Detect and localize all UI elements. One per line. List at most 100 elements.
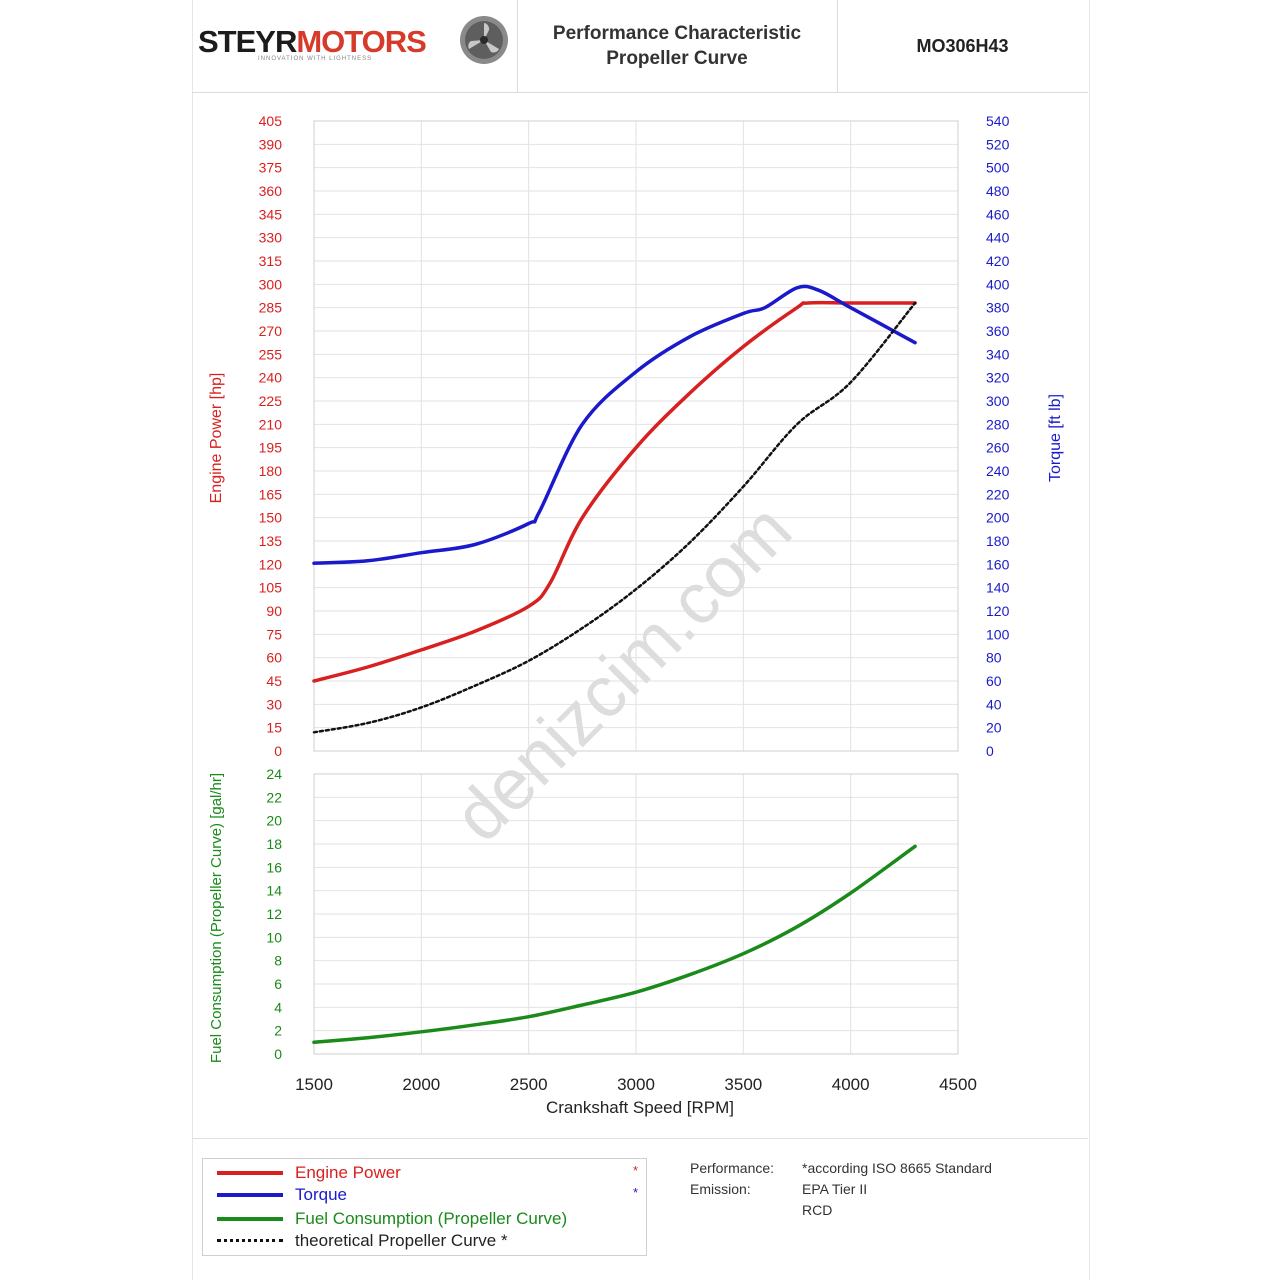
y-tick-label-fuel: 2 bbox=[274, 1023, 282, 1039]
top-plot-frame bbox=[313, 120, 959, 752]
y-tick-label-fuel: 6 bbox=[274, 976, 282, 992]
y-tick-label-left: 135 bbox=[259, 533, 283, 549]
y-tick-label-left: 90 bbox=[266, 603, 282, 619]
x-tick-label: 3500 bbox=[724, 1075, 762, 1094]
y-tick-label-right: 80 bbox=[986, 650, 1002, 666]
series-line-torque bbox=[312, 284, 917, 565]
y-tick-label-right: 140 bbox=[986, 580, 1010, 596]
y-tick-label-left: 300 bbox=[259, 276, 283, 292]
x-tick-label: 2500 bbox=[510, 1075, 548, 1094]
chart-axis-labels: Crankshaft Speed [RPM] Engine Power [hp] T… bbox=[208, 373, 1064, 1117]
y-tick-label-left: 255 bbox=[259, 346, 283, 362]
engine-model-code: MO306H43 bbox=[916, 35, 1009, 56]
y-tick-label-right: 540 bbox=[986, 113, 1010, 129]
y-axis-label-torque: Torque [ft lb] bbox=[1047, 394, 1064, 482]
propeller-emblem-icon bbox=[460, 16, 508, 64]
legend-item-fuel-consumption: Fuel Consumption (Propeller Curve) bbox=[203, 1209, 646, 1231]
datasheet-page bbox=[192, 0, 1090, 1280]
footnote-value: EPA Tier II bbox=[802, 1181, 868, 1197]
y-tick-label-right: 40 bbox=[986, 696, 1002, 712]
chart-title-line-2: Propeller Curve bbox=[606, 48, 748, 69]
chart-frames bbox=[313, 120, 959, 1055]
y-tick-label-left: 270 bbox=[259, 323, 283, 339]
x-axis-label: Crankshaft Speed [RPM] bbox=[546, 1098, 734, 1117]
y-tick-label-left: 195 bbox=[259, 440, 283, 456]
y-tick-label-fuel: 4 bbox=[274, 999, 282, 1015]
y-tick-label-left: 345 bbox=[259, 206, 283, 222]
y-tick-label-right: 60 bbox=[986, 673, 1002, 689]
y-tick-label-right: 240 bbox=[986, 463, 1010, 479]
y-tick-label-right: 260 bbox=[986, 440, 1010, 456]
y-tick-label-left: 360 bbox=[259, 183, 283, 199]
y-tick-label-left: 30 bbox=[266, 696, 282, 712]
legend-label: Torque bbox=[295, 1185, 347, 1204]
y-tick-label-right: 120 bbox=[986, 603, 1010, 619]
y-tick-label-right: 100 bbox=[986, 626, 1010, 642]
y-tick-label-right: 400 bbox=[986, 276, 1010, 292]
chart-title-line-1: Performance Characteristic bbox=[552, 23, 802, 44]
y-tick-label-right: 520 bbox=[986, 136, 1010, 152]
datasheet-header: STEYRMOTORS INNOVATION WITH LIGHTNESS Pe… bbox=[192, 0, 1088, 93]
y-tick-label-left: 75 bbox=[266, 626, 282, 642]
y-axis-label-power: Engine Power [hp] bbox=[208, 373, 225, 504]
legend-swatch bbox=[217, 1239, 283, 1242]
y-tick-label-right: 460 bbox=[986, 206, 1010, 222]
y-tick-label-right: 340 bbox=[986, 346, 1010, 362]
y-tick-label-right: 300 bbox=[986, 393, 1010, 409]
watermark-layer: denizcim.com bbox=[439, 489, 807, 857]
legend-footnote-mark: * bbox=[633, 1163, 639, 1178]
y-tick-label-left: 165 bbox=[259, 486, 283, 502]
y-tick-label-left: 225 bbox=[259, 393, 283, 409]
section-divider bbox=[192, 1138, 1088, 1139]
logo-tagline: INNOVATION WITH LIGHTNESS bbox=[258, 56, 373, 62]
legend-item-propeller-curve: theoretical Propeller Curve * bbox=[203, 1231, 646, 1253]
series-line-propeller-curve bbox=[312, 301, 917, 734]
y-tick-label-fuel: 12 bbox=[266, 906, 282, 922]
y-tick-label-right: 500 bbox=[986, 160, 1010, 176]
y-tick-label-fuel: 16 bbox=[266, 859, 282, 875]
logo-text-steyr: STEYR bbox=[198, 24, 297, 59]
legend-item-torque: Torque * bbox=[203, 1185, 646, 1207]
y-tick-label-right: 280 bbox=[986, 416, 1010, 432]
y-tick-label-left: 330 bbox=[259, 230, 283, 246]
footnote-key: Performance: bbox=[690, 1160, 775, 1176]
y-tick-label-left: 240 bbox=[259, 370, 283, 386]
series-line-fuel-consumption bbox=[312, 844, 917, 1045]
y-tick-label-left: 120 bbox=[259, 556, 283, 572]
y-tick-label-left: 180 bbox=[259, 463, 283, 479]
y-tick-label-left: 405 bbox=[259, 113, 283, 129]
y-tick-label-right: 160 bbox=[986, 556, 1010, 572]
y-tick-label-left: 315 bbox=[259, 253, 283, 269]
bottom-plot-frame bbox=[313, 773, 959, 1055]
logo-cell: STEYRMOTORS INNOVATION WITH LIGHTNESS bbox=[192, 0, 518, 92]
y-tick-label-right: 0 bbox=[986, 743, 994, 759]
y-tick-label-fuel: 0 bbox=[274, 1046, 282, 1062]
y-tick-label-left: 15 bbox=[266, 720, 282, 736]
y-tick-label-left: 390 bbox=[259, 136, 283, 152]
footnote-value: RCD bbox=[802, 1202, 833, 1218]
chart-tick-labels: 0153045607590105120135150165180195210225… bbox=[259, 113, 1010, 1094]
y-tick-label-left: 60 bbox=[266, 650, 282, 666]
y-tick-label-left: 45 bbox=[266, 673, 282, 689]
y-tick-label-fuel: 24 bbox=[266, 766, 282, 782]
y-tick-label-fuel: 22 bbox=[266, 789, 282, 805]
legend-label: Fuel Consumption (Propeller Curve) bbox=[295, 1209, 568, 1228]
footnote-key: Emission: bbox=[690, 1181, 751, 1197]
legend-label: Engine Power bbox=[295, 1163, 401, 1182]
y-tick-label-right: 420 bbox=[986, 253, 1010, 269]
chart-series bbox=[312, 284, 917, 1045]
brand-logo: STEYRMOTORS bbox=[198, 24, 427, 60]
chart-legend: Engine Power * Torque * Fuel Consumption… bbox=[202, 1158, 647, 1256]
legend-swatch bbox=[217, 1171, 283, 1175]
y-tick-label-right: 360 bbox=[986, 323, 1010, 339]
y-tick-label-right: 200 bbox=[986, 510, 1010, 526]
y-tick-label-left: 375 bbox=[259, 160, 283, 176]
legend-item-engine-power: Engine Power * bbox=[203, 1163, 646, 1185]
y-tick-label-fuel: 10 bbox=[266, 929, 282, 945]
footnote-value: *according ISO 8665 Standard bbox=[802, 1160, 992, 1176]
y-tick-label-right: 480 bbox=[986, 183, 1010, 199]
y-tick-label-right: 220 bbox=[986, 486, 1010, 502]
chart-grid bbox=[313, 120, 959, 1055]
logo-text-motors: MOTORS bbox=[296, 24, 426, 59]
